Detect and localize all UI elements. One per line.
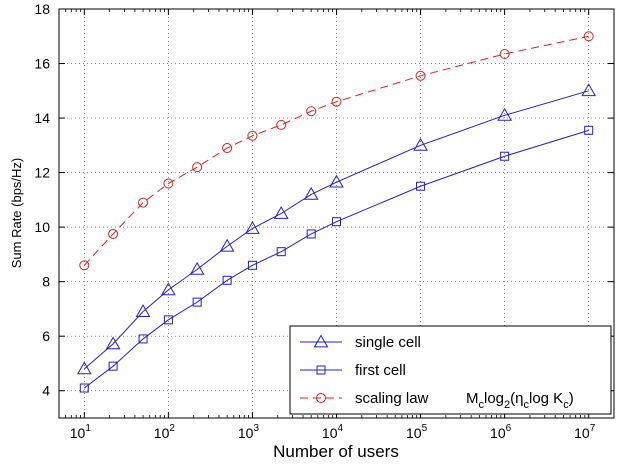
triangle-marker [105, 336, 121, 350]
square-marker [306, 229, 316, 239]
triangle-marker [245, 220, 260, 234]
square-marker [584, 125, 594, 135]
square-marker [222, 275, 232, 285]
y-tick-label: 10 [34, 219, 50, 235]
circle-marker [499, 48, 510, 59]
square-marker [247, 260, 257, 270]
y-tick-label: 16 [34, 56, 50, 72]
y-tick-label: 6 [42, 328, 50, 344]
legend-formula: Mclog2(ηclog Kc) [466, 390, 574, 411]
square-marker [163, 315, 173, 325]
triangle-marker [413, 137, 428, 151]
triangle-marker [329, 174, 344, 188]
x-tick-label: 102 [154, 423, 176, 441]
circle-marker [192, 162, 203, 173]
legend: single cell first cell scaling law Mclog2(η… [289, 325, 612, 415]
triangle-marker [581, 83, 597, 97]
circle-marker [415, 70, 426, 81]
y-tick-label: 14 [34, 110, 50, 126]
circle-marker [79, 260, 90, 271]
x-axis-title: Number of users [273, 442, 399, 461]
circle-marker [163, 178, 174, 189]
x-tick-label: 101 [70, 423, 92, 441]
y-tick-label: 12 [34, 165, 50, 181]
triangle-marker [497, 107, 512, 121]
x-tick-label: 106 [490, 423, 512, 441]
circle-marker [583, 31, 594, 42]
circle-marker [331, 96, 342, 107]
triangle-marker [76, 361, 92, 375]
square-marker [108, 361, 118, 371]
square-marker [332, 217, 341, 227]
triangle-marker [273, 205, 289, 219]
triangle-marker [313, 334, 329, 348]
series-first-cell [79, 125, 594, 393]
triangle-marker [219, 238, 235, 252]
triangle-marker [303, 186, 319, 200]
circle-marker [108, 228, 119, 239]
square-marker [276, 247, 286, 257]
legend-label: single cell [355, 334, 421, 351]
x-tick-label: 107 [574, 423, 596, 441]
y-tick-label: 18 [34, 1, 50, 17]
legend-box [289, 325, 612, 415]
triangle-marker [135, 304, 151, 318]
square-marker [79, 383, 89, 393]
series-scaling-law [79, 31, 594, 271]
square-marker [500, 151, 510, 161]
series-line [84, 129, 589, 389]
square-marker [192, 297, 202, 307]
axes: 101 102 103 104 105 106 107 4 6 8 10 12 14 16 18 [34, 1, 615, 441]
series-layer [76, 31, 597, 393]
square-marker [138, 334, 148, 344]
legend-label: scaling law [355, 390, 429, 407]
x-tick-label: 103 [238, 423, 260, 441]
series-single-cell [76, 83, 597, 375]
y-axis-title: Sum Rate (bps/Hz) [9, 158, 24, 269]
circle-marker [222, 143, 233, 154]
x-tick-label: 104 [322, 423, 344, 441]
circle-marker [138, 197, 149, 208]
series-line [83, 90, 589, 370]
legend-label: first cell [355, 362, 406, 379]
square-marker [316, 365, 326, 375]
circle-marker [306, 106, 317, 117]
triangle-marker [189, 261, 205, 275]
square-marker [416, 181, 426, 191]
y-tick-label: 8 [42, 274, 50, 290]
y-tick-label: 4 [42, 383, 50, 399]
circle-marker [316, 393, 326, 403]
circle-marker [247, 130, 258, 141]
triangle-marker [161, 282, 176, 296]
x-tick-label: 105 [406, 423, 428, 441]
circle-marker [276, 119, 287, 130]
series-line [83, 35, 589, 266]
